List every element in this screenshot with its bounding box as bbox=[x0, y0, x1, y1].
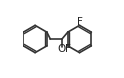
Text: F: F bbox=[65, 44, 71, 54]
Text: F: F bbox=[77, 17, 83, 27]
Text: O: O bbox=[58, 44, 66, 54]
